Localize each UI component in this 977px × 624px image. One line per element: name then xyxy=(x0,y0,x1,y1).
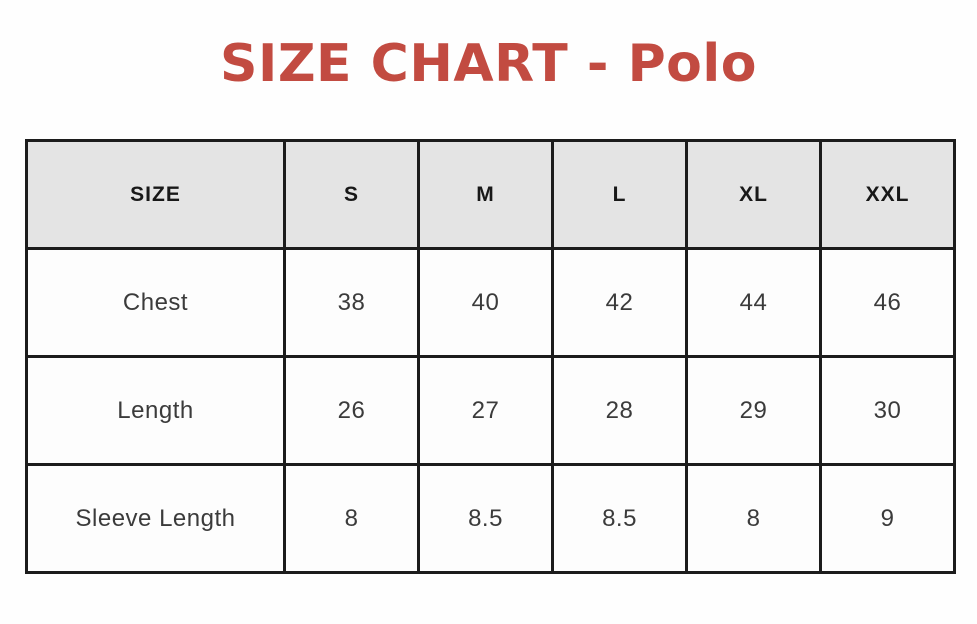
column-header-xl: XL xyxy=(685,139,822,250)
cell-length-xl: 29 xyxy=(685,355,822,466)
cell-chest-xl: 44 xyxy=(685,247,822,358)
cell-sleeve-length-l: 8.5 xyxy=(551,463,688,574)
size-chart-table: SIZE S M L XL XXL Chest 38 40 42 44 46 L… xyxy=(25,139,956,574)
cell-sleeve-length-xl: 8 xyxy=(685,463,822,574)
table-row-sleeve-length: Sleeve Length 8 8.5 8.5 8 9 xyxy=(25,463,956,574)
cell-length-m: 27 xyxy=(417,355,554,466)
cell-chest-s: 38 xyxy=(283,247,420,358)
cell-length-xxl: 30 xyxy=(819,355,956,466)
cell-length-l: 28 xyxy=(551,355,688,466)
header-row: SIZE S M L XL XXL xyxy=(25,139,956,250)
table-row-chest: Chest 38 40 42 44 46 xyxy=(25,247,956,358)
column-header-size: SIZE xyxy=(25,139,286,250)
row-label-length: Length xyxy=(25,355,286,466)
column-header-s: S xyxy=(283,139,420,250)
cell-sleeve-length-xxl: 9 xyxy=(819,463,956,574)
column-header-xxl: XXL xyxy=(819,139,956,250)
cell-chest-m: 40 xyxy=(417,247,554,358)
cell-chest-xxl: 46 xyxy=(819,247,956,358)
cell-sleeve-length-m: 8.5 xyxy=(417,463,554,574)
cell-sleeve-length-s: 8 xyxy=(283,463,420,574)
cell-length-s: 26 xyxy=(283,355,420,466)
table-row-length: Length 26 27 28 29 30 xyxy=(25,355,956,466)
page-title: SIZE CHART - Polo xyxy=(220,34,757,94)
row-label-sleeve-length: Sleeve Length xyxy=(25,463,286,574)
cell-chest-l: 42 xyxy=(551,247,688,358)
row-label-chest: Chest xyxy=(25,247,286,358)
column-header-l: L xyxy=(551,139,688,250)
column-header-m: M xyxy=(417,139,554,250)
